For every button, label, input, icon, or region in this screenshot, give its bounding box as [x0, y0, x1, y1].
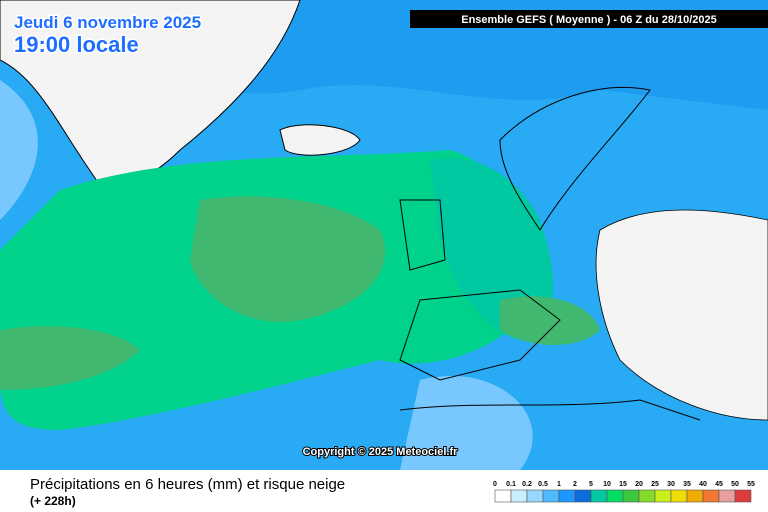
legend-swatch	[590, 489, 608, 503]
legend-label: 40	[699, 481, 707, 488]
date: Jeudi 6 novembre 2025	[14, 13, 201, 32]
map	[0, 0, 768, 471]
legend: 0 0.1 0.2 0.5 1 2 5 10 15 20 25 30 35 40 45 50 55	[493, 481, 755, 503]
legend-label: 50	[731, 481, 739, 488]
legend-label: 1	[557, 481, 561, 488]
legend-label: 0	[493, 481, 497, 488]
legend-swatch	[606, 489, 624, 503]
legend-swatch	[670, 489, 688, 503]
legend-swatch	[558, 489, 576, 503]
model: Ensemble GEFS ( Moyenne ) - 06 Z du 28/1…	[461, 14, 717, 26]
legend-label: 10	[603, 481, 611, 488]
legend-swatch	[718, 489, 736, 503]
time: 19:00 locale	[14, 32, 139, 57]
legend-swatch	[510, 489, 528, 503]
legend-label: 0.1	[506, 481, 516, 488]
legend-swatch	[654, 489, 672, 503]
legend-swatch	[494, 489, 512, 503]
footer-title: Précipitations en 6 heures (mm) et risqu…	[30, 476, 345, 493]
legend-swatch	[622, 489, 640, 503]
legend-label: 0.5	[538, 481, 548, 488]
legend-label: 45	[715, 481, 723, 488]
legend-label: 35	[683, 481, 691, 488]
legend-swatch	[734, 489, 752, 503]
legend-swatch	[702, 489, 720, 503]
copyright: Copyright © 2025 Meteociel.fr	[303, 446, 459, 458]
legend-label: 20	[635, 481, 643, 488]
legend-label: 0.2	[522, 481, 532, 488]
legend-swatch	[638, 489, 656, 503]
model-box	[410, 10, 768, 28]
legend-swatch	[574, 489, 592, 503]
legend-swatch	[542, 489, 560, 503]
legend-label: 5	[589, 481, 593, 488]
legend-swatch	[686, 489, 704, 503]
legend-label: 30	[667, 481, 675, 488]
lead-time: (+ 228h)	[30, 494, 76, 508]
legend-label: 55	[747, 481, 755, 488]
legend-label: 2	[573, 481, 577, 488]
legend-swatch	[526, 489, 544, 503]
legend-label: 25	[651, 481, 659, 488]
legend-label: 15	[619, 481, 627, 488]
